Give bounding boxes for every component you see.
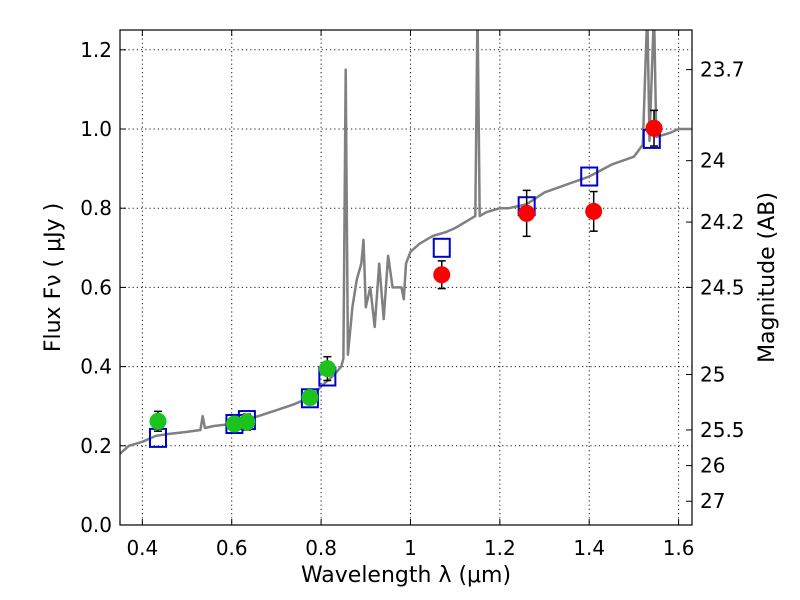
x-tick-label: 1.4 — [573, 536, 605, 560]
y-tick-label: 0.6 — [80, 275, 112, 299]
y-tick-label: 0.2 — [80, 434, 112, 458]
x-tick-label: 0.8 — [305, 536, 337, 560]
y-tick-label: 1.0 — [80, 117, 112, 141]
x-tick-label: 1.2 — [484, 536, 516, 560]
photometry-point — [318, 360, 336, 378]
model-square-marker — [432, 237, 451, 258]
x-tick-label: 1.6 — [663, 536, 695, 560]
photometry-point — [585, 202, 603, 220]
y-tick-label: 1.2 — [80, 38, 112, 62]
y2-tick-label: 26 — [700, 454, 725, 478]
photometry-point — [238, 413, 256, 431]
y-axis-label: Flux Fν ( μJy ) — [41, 203, 66, 352]
y2-tick-label: 27 — [700, 489, 725, 513]
y2-tick-label: 24.2 — [700, 210, 745, 234]
y2-axis-label: Magnitude (AB) — [755, 192, 780, 363]
y-tick-label: 0.0 — [80, 513, 112, 537]
y2-tick-label: 24.5 — [700, 275, 745, 299]
y-tick-label: 0.4 — [80, 355, 112, 379]
x-tick-label: 1 — [404, 536, 417, 560]
y2-tick-label: 23.7 — [700, 58, 745, 82]
photometry-point — [645, 119, 663, 137]
photometry-point — [518, 204, 536, 222]
y2-tick-label: 25.5 — [700, 418, 745, 442]
photometry-point — [301, 388, 319, 406]
x-axis-label: Wavelength λ (μm) — [301, 563, 511, 588]
plot-area — [120, 30, 692, 455]
sed-line — [120, 30, 692, 455]
model-square-marker — [580, 166, 599, 187]
plot-frame — [119, 29, 693, 526]
photometry-point — [433, 266, 451, 284]
y2-tick-label: 25 — [700, 363, 725, 387]
y2-tick-label: 24 — [700, 149, 725, 173]
ticks: 0.4 0.6 0.8 1 1.2 1.4 1.6 0.0 0.2 0.4 0.6 0.8 1.0 1.2… — [80, 30, 745, 560]
y-tick-label: 0.8 — [80, 196, 112, 220]
x-tick-label: 0.6 — [216, 536, 248, 560]
x-tick-label: 0.4 — [126, 536, 158, 560]
photometry-point — [149, 412, 167, 430]
